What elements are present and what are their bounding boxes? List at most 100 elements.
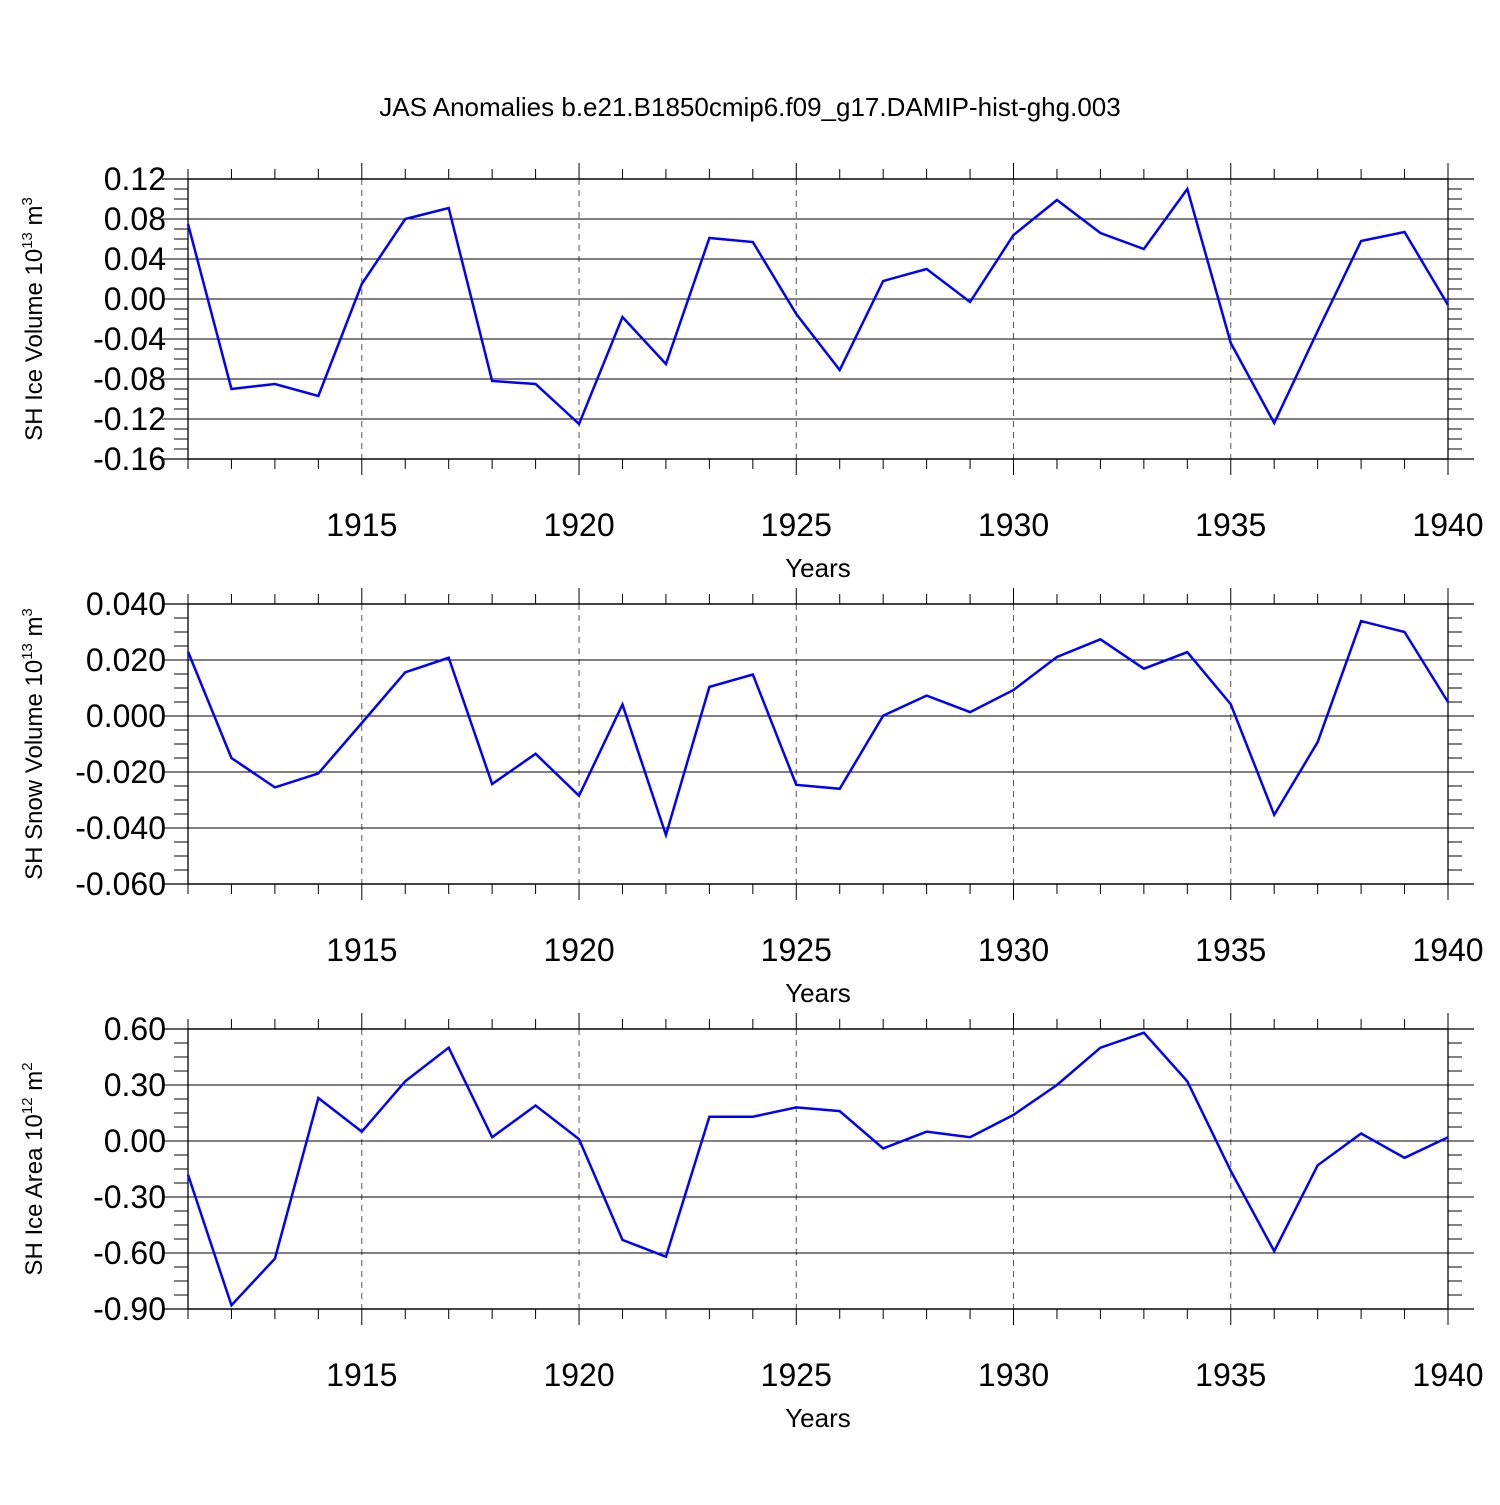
data-point [534,753,536,755]
x-tick-label: 1915 [326,507,397,543]
x-tick-label: 1935 [1195,1357,1266,1393]
x-axis-label: Years [785,553,851,583]
x-tick-label: 1940 [1412,507,1483,543]
data-point [1012,1114,1014,1116]
data-point [1143,1032,1145,1034]
data-point [708,237,710,239]
data-point [1360,620,1362,622]
data-point [795,784,797,786]
data-point [1012,234,1014,236]
x-tick-label: 1940 [1412,1357,1483,1393]
y-tick-label: -0.90 [93,1291,166,1327]
y-axis-label-superscript: 12 [19,1097,36,1114]
y-tick-label: 0.30 [104,1067,166,1103]
data-point [1447,1136,1449,1138]
y-axis-label-text: SH Snow Volume 10 [21,660,48,880]
data-point [534,1104,536,1106]
data-point [491,783,493,785]
data-point [1273,1250,1275,1252]
data-point [361,722,363,724]
data-point [1403,631,1405,633]
data-point [839,369,841,371]
x-tick-label: 1920 [543,932,614,968]
y-tick-label: -0.12 [93,401,166,437]
data-point [882,280,884,282]
y-tick-label: -0.040 [75,810,166,846]
data-point [708,686,710,688]
y-axis-label-text: SH Ice Area 10 [21,1114,48,1275]
data-point [969,1136,971,1138]
data-point [1056,1084,1058,1086]
panel-2: 1915 1920 1925 1930 1935 1940 Years -0.060 -0.04… [19,586,1484,1008]
data-point [1186,188,1188,190]
data-point [317,395,319,397]
x-tick-label: 1930 [978,1357,1049,1393]
data-point [1403,1157,1405,1159]
panel-3: 1915 1920 1925 1930 1935 1940 Years -0.90 -0.60 -… [19,1011,1484,1433]
data-point [1273,422,1275,424]
data-point [1316,330,1318,332]
x-axis-label: Years [785,978,851,1008]
data-point [317,772,319,774]
series-line [186,619,1450,840]
data-point [1360,240,1362,242]
data-point [491,1136,493,1138]
x-tick-label: 1915 [326,932,397,968]
data-point [1143,667,1145,669]
data-point [1099,638,1101,640]
data-point [1186,651,1188,653]
y-axis-label-text: SH Ice Volume 10 [21,249,48,441]
data-point [1012,689,1014,691]
data-point [752,673,754,675]
data-point [187,1173,189,1175]
y-tick-label: -0.30 [93,1179,166,1215]
data-point [665,363,667,365]
x-tick-label: 1930 [978,507,1049,543]
data-point [665,834,667,836]
data-point [404,1080,406,1082]
data-point [795,313,797,315]
data-point [882,715,884,717]
x-tick-label: 1935 [1195,932,1266,968]
x-tick-label: 1925 [761,932,832,968]
series-line [186,186,1450,427]
y-axis-label-superscript: 13 [19,232,36,249]
data-point [925,694,927,696]
data-point [621,1239,623,1241]
data-point [882,1147,884,1149]
data-point [925,268,927,270]
chart-title: JAS Anomalies b.e21.B1850cmip6.f09_g17.D… [379,92,1120,122]
data-point [274,383,276,385]
y-tick-label: -0.020 [75,754,166,790]
data-point [1230,1170,1232,1172]
y-axis-label-superscript: 3 [19,608,36,616]
data-point [1360,1132,1362,1134]
y-tick-label: -0.60 [93,1235,166,1271]
data-point [1316,1164,1318,1166]
x-tick-label: 1925 [761,1357,832,1393]
data-point [1143,248,1145,250]
data-point [752,241,754,243]
y-tick-label: 0.04 [104,241,166,277]
data-point [361,1130,363,1132]
y-tick-label: 0.00 [104,1123,166,1159]
data-point [1186,1080,1188,1082]
data-point [1316,741,1318,743]
y-axis-label: SH Snow Volume 1013 m3 [19,608,48,880]
data-point [708,1116,710,1118]
y-axis-label: SH Ice Area 1012 m2 [19,1062,48,1275]
x-tick-label: 1930 [978,932,1049,968]
y-axis-label-text: m [21,205,48,232]
data-point [187,223,189,225]
data-point [665,1256,667,1258]
series-line [186,1031,1449,1308]
panel-1: 1915 1920 1925 1930 1935 1940 Years -0.16 -0.12 -… [19,161,1484,583]
plot-frame [187,603,1449,885]
data-point [230,757,232,759]
plot-frame [187,1028,1449,1310]
data-point [1447,701,1449,703]
data-point [317,1097,319,1099]
x-tick-label: 1935 [1195,507,1266,543]
y-tick-label: 0.12 [104,161,166,197]
